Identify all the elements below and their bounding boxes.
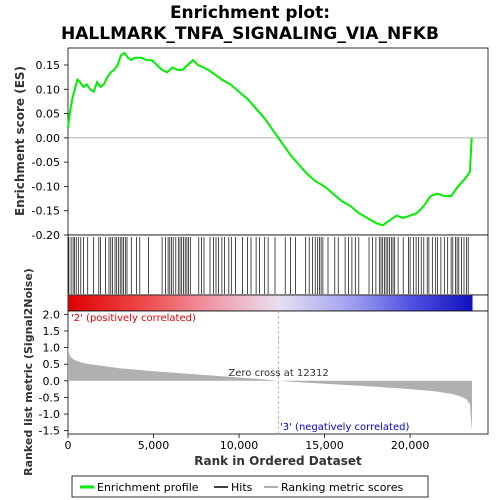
metric-y-tick-label: -1.0 bbox=[39, 408, 60, 421]
metric-y-tick-label: 2.0 bbox=[43, 308, 61, 321]
x-tick-label: 15,000 bbox=[305, 439, 344, 452]
es-y-tick-label: -0.10 bbox=[32, 180, 60, 193]
metric-y-axis: 2.0 1.5 1.0 0.5 0.0 -0.5 -1.0 -1.5 bbox=[39, 308, 68, 438]
es-y-tick-label: 0.10 bbox=[36, 83, 61, 96]
metric-y-tick-label: -1.5 bbox=[39, 425, 60, 438]
x-axis-label: Rank in Ordered Dataset bbox=[194, 454, 362, 468]
es-y-tick-label: 0.05 bbox=[36, 108, 61, 121]
metric-y-tick-label: 1.5 bbox=[43, 325, 61, 338]
x-tick-label: 10,000 bbox=[220, 439, 259, 452]
positive-corr-label: '2' (positively correlated) bbox=[71, 313, 196, 324]
hit-markers bbox=[68, 237, 469, 294]
legend-label-enrichment: Enrichment profile bbox=[97, 481, 199, 494]
es-y-axis-label: Enrichment score (ES) bbox=[13, 66, 27, 216]
negative-corr-label: '3' (negatively correlated) bbox=[280, 422, 409, 433]
metric-y-tick-label: 0.5 bbox=[43, 358, 61, 371]
metric-x-axis: 0 5,000 10,000 15,000 20,000 bbox=[65, 434, 430, 452]
es-y-tick-label: 0.15 bbox=[36, 59, 61, 72]
legend-label-ranking: Ranking metric scores bbox=[281, 481, 403, 494]
es-y-tick-label: -0.15 bbox=[32, 205, 60, 218]
es-y-tick-label: -0.05 bbox=[32, 156, 60, 169]
hits-panel bbox=[67, 234, 489, 296]
legend: Enrichment profile Hits Ranking metric s… bbox=[71, 475, 429, 498]
x-tick-label: 5,000 bbox=[138, 439, 170, 452]
metric-y-axis-label: Ranked list metric (Signal2Noise) bbox=[22, 268, 35, 476]
metric-y-tick-label: 1.0 bbox=[43, 342, 61, 355]
legend-box bbox=[71, 475, 429, 498]
metric-y-tick-label: -0.5 bbox=[39, 391, 60, 404]
ranking-metric-area bbox=[68, 345, 472, 428]
x-tick-label: 20,000 bbox=[391, 439, 430, 452]
rank-gradient-bar bbox=[68, 295, 473, 311]
legend-label-hits: Hits bbox=[231, 481, 253, 494]
es-y-tick-label: -0.20 bbox=[32, 229, 60, 242]
zero-cross-label: Zero cross at 12312 bbox=[228, 368, 328, 379]
x-tick-label: 0 bbox=[65, 439, 72, 452]
chart-subtitle: HALLMARK_TNFA_SIGNALING_VIA_NFKB bbox=[61, 24, 439, 44]
enrichment-profile-line bbox=[67, 51, 473, 227]
es-y-axis: 0.15 0.10 0.05 0.00 -0.05 -0.10 -0.15 -0.20 bbox=[32, 59, 68, 242]
es-panel bbox=[67, 47, 489, 236]
metric-y-tick-label: 0.0 bbox=[43, 375, 61, 388]
es-y-tick-label: 0.00 bbox=[36, 132, 61, 145]
chart-title: Enrichment plot: bbox=[170, 3, 330, 23]
